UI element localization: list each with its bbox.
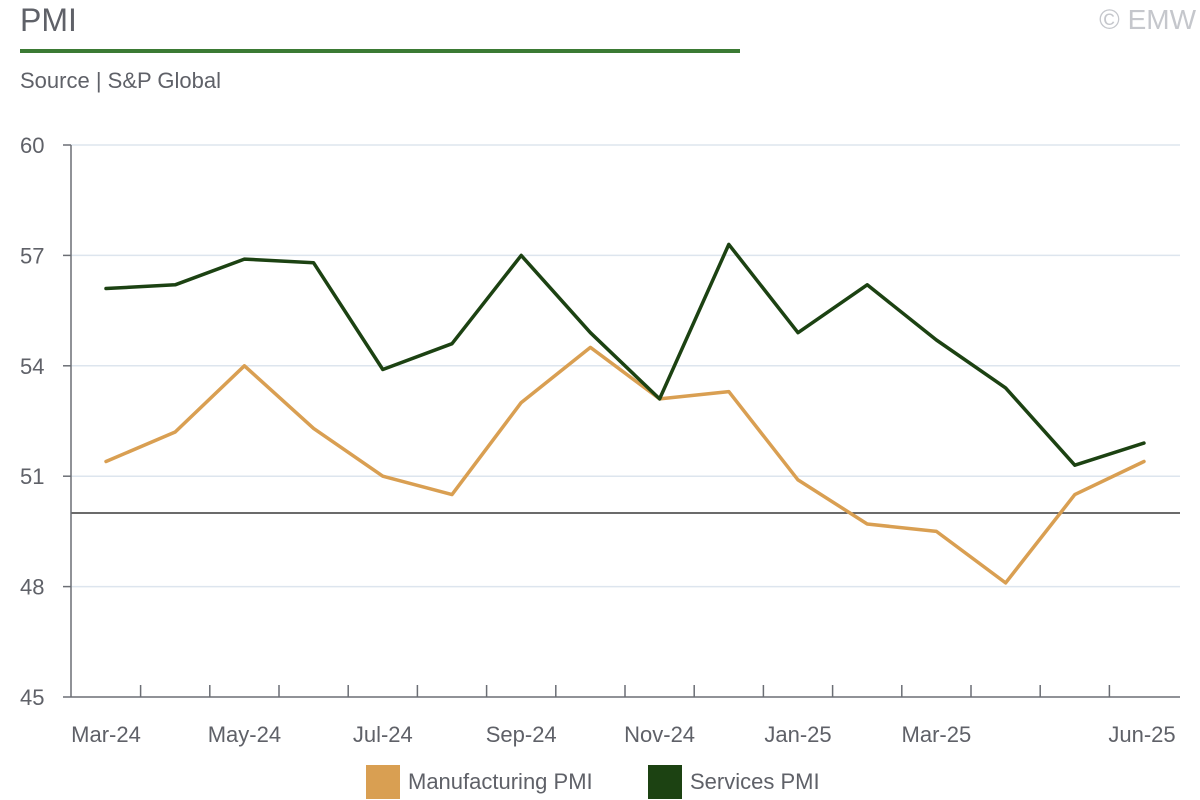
series-lines bbox=[104, 242, 1146, 585]
y-tick-label: 57 bbox=[20, 243, 44, 268]
legend-item-services[interactable]: Services PMI bbox=[648, 764, 820, 800]
x-tick-label: Jul-24 bbox=[353, 722, 413, 747]
y-tick-label: 60 bbox=[20, 133, 44, 158]
legend: Manufacturing PMI Services PMI bbox=[0, 764, 1200, 800]
legend-swatch-services bbox=[648, 765, 682, 799]
copyright-notice: © EMW bbox=[1099, 4, 1196, 35]
legend-item-manufacturing[interactable]: Manufacturing PMI bbox=[366, 764, 593, 800]
x-tick-label: May-24 bbox=[208, 722, 281, 747]
y-tick-label: 48 bbox=[20, 575, 44, 600]
legend-swatch-manufacturing bbox=[366, 765, 400, 799]
x-tick-label: Mar-25 bbox=[902, 722, 972, 747]
x-tick-label: Sep-24 bbox=[486, 722, 557, 747]
legend-label-services: Services PMI bbox=[690, 769, 820, 794]
source-note: Source | S&P Global bbox=[20, 68, 221, 93]
y-tick-label: 54 bbox=[20, 354, 44, 379]
x-tick-label: Mar-24 bbox=[71, 722, 141, 747]
axes bbox=[63, 144, 1180, 698]
title-underline bbox=[20, 49, 740, 53]
x-tick-label: Jan-25 bbox=[764, 722, 831, 747]
x-tick-label: Jun-25 bbox=[1108, 722, 1175, 747]
chart-title: PMI bbox=[20, 2, 77, 38]
manufacturing-pmi-line bbox=[104, 345, 1146, 585]
services-pmi-line bbox=[104, 242, 1146, 467]
y-tick-label: 51 bbox=[20, 464, 44, 489]
pmi-line-chart: 45 48 51 54 57 60 Mar-24 May-24 Jul-24 Sep-24 Nov-… bbox=[20, 133, 1180, 747]
x-tick-label: Nov-24 bbox=[624, 722, 695, 747]
y-tick-label: 45 bbox=[20, 685, 44, 710]
tick-labels: 45 48 51 54 57 60 Mar-24 May-24 Jul-24 Sep-24 Nov-… bbox=[20, 133, 1176, 747]
legend-label-manufacturing: Manufacturing PMI bbox=[408, 769, 593, 794]
